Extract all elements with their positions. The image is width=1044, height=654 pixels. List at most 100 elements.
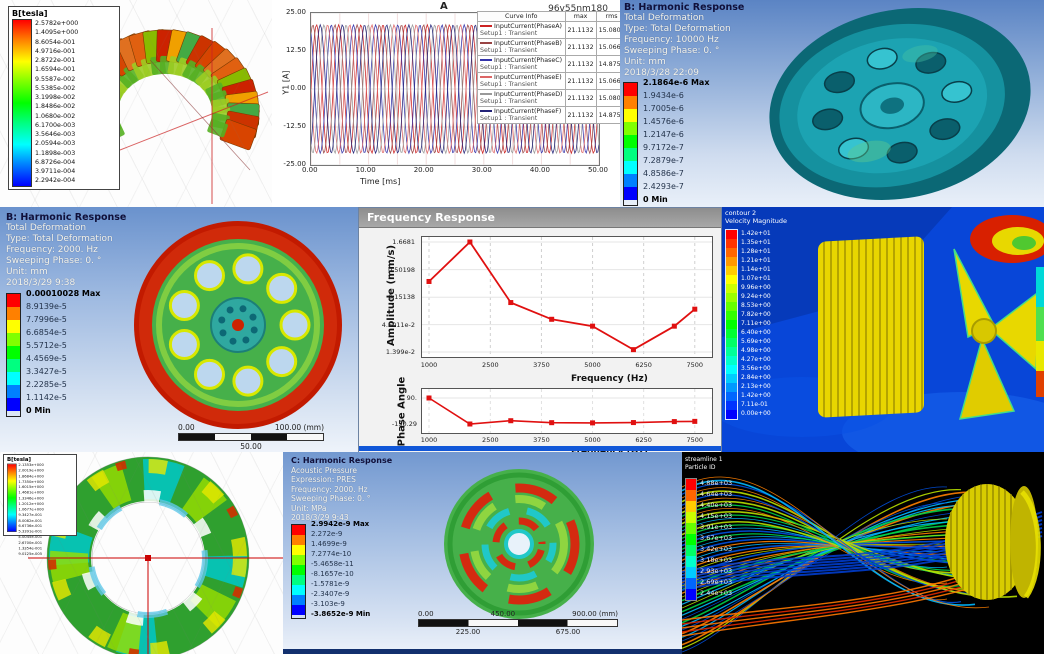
list-value: 3.56e+00 <box>741 365 771 372</box>
list-value: 1.3354e-001 <box>18 546 43 551</box>
list-value: 9.7172e-7 <box>643 143 684 152</box>
colorband <box>292 545 305 555</box>
list-value: 2.69e+03 <box>700 578 733 586</box>
flux-legend: B[tesla] 2.5782e+000 1.4095e+000 8.6054e-0… <box>8 6 120 190</box>
list-value: Expression: PRES <box>291 475 356 484</box>
colorband <box>292 535 305 545</box>
list-value: Total Deformation <box>624 13 705 23</box>
streamline-variable: Particle ID <box>685 463 716 471</box>
curve-max: 21.1132 <box>564 38 597 56</box>
list-value: Type: Total Deformation <box>624 24 731 34</box>
curve-info-row: InputCurrent(PhaseB) Setup1 : Transient 2… <box>477 38 620 56</box>
list-value: 2.8722e-001 <box>35 57 76 64</box>
list-value: Unit: mm <box>624 57 666 67</box>
plot-title: A <box>440 1 448 12</box>
amp-y-tick: 1.399e-2 <box>385 348 415 356</box>
curve-info-row: InputCurrent(PhaseD) Setup1 : Transient 2… <box>477 89 620 107</box>
list-value: 4.98e+00 <box>741 347 771 354</box>
list-value: 3.5646e-003 <box>35 131 76 138</box>
list-value: 5.69e+00 <box>741 338 771 345</box>
curve-swatch <box>480 76 492 78</box>
deformation-legend-values: 2.1864e-6 Max 1.9434e-6 1.7005e-6 1.4576e-6… <box>643 76 710 206</box>
list-value: 1.28e+01 <box>741 248 771 255</box>
list-value: 1.0677e+000 <box>18 507 44 512</box>
list-value: 1.6594e-001 <box>35 66 76 74</box>
panel-harmonic-response-2000hz: B: Harmonic Response Total Deformation Ty… <box>0 207 358 452</box>
window-body: Amplitude (mm/s) 1.6681 0.50198 0.15138 4.6… <box>359 228 721 452</box>
list-value: -3.8652e-9 Min <box>311 610 371 618</box>
contour-name: contour 2 <box>725 209 757 217</box>
x-axis-label: Time [ms] <box>360 177 401 186</box>
phase-x-tick: 7500 <box>686 436 704 444</box>
streamlines-render <box>682 476 1043 653</box>
curve-swatch <box>480 110 492 112</box>
list-value: 7.11e-01 <box>741 401 768 408</box>
list-value: 1.9434e-6 <box>643 91 684 100</box>
colorband <box>726 320 737 329</box>
curve-rms: 14.8750 <box>595 106 620 124</box>
colorband <box>686 512 696 523</box>
flux-legend-title: B[tesla] <box>12 9 48 18</box>
list-value: 4.15e+03 <box>700 512 733 520</box>
curve-name: InputCurrent(PhaseB) Setup1 : Transient <box>477 38 566 56</box>
curve-info-row: InputCurrent(PhaseC) Setup1 : Transient 2… <box>477 55 620 73</box>
curve-name: InputCurrent(PhaseA) Setup1 : Transient <box>477 21 566 39</box>
list-value: 5.5712e-5 <box>26 341 67 350</box>
list-value: 9.24e+00 <box>741 293 771 300</box>
list-value: 50.00 <box>587 166 608 174</box>
colorband <box>726 293 737 302</box>
list-value: Sweeping Phase: 0. ° <box>6 256 102 266</box>
result-info-text: B: Harmonic Response Total Deformation Ty… <box>624 2 744 79</box>
colorband <box>292 555 305 565</box>
ruler-0: 0.00 <box>418 610 434 618</box>
amplitude-plot <box>421 236 713 358</box>
list-value: 2018/3/29 9:43 <box>291 513 349 522</box>
amp-y-tick: 0.50198 <box>388 265 415 274</box>
colorband <box>726 383 737 392</box>
list-value: 4.0045e-001 <box>18 535 43 540</box>
list-value: 2.93e+03 <box>700 567 733 575</box>
colorband <box>292 575 305 585</box>
list-value: 6.8726e-004 <box>35 158 76 166</box>
list-value: 1.42e+01 <box>741 230 771 237</box>
list-value: -3.103e-9 <box>311 600 345 608</box>
rotor-ring-render <box>28 456 283 654</box>
list-value: 4.88e+03 <box>700 479 733 487</box>
ruler-bar <box>418 619 618 627</box>
colorband <box>624 161 637 174</box>
list-value: 1.2012e+000 <box>18 501 44 507</box>
list-value: 1.35e+01 <box>741 239 771 246</box>
colorband <box>726 329 737 338</box>
velocity-legend: 1.42e+01 1.35e+01 1.28e+01 1.21e+01 1.14e+01… <box>725 229 771 420</box>
colorband <box>686 523 696 534</box>
list-value: 7.82e+00 <box>741 311 771 318</box>
pressure-colorbar <box>291 524 306 619</box>
ruler-900: 900.00 (mm) <box>572 610 618 618</box>
list-value: 40.00 <box>529 166 550 174</box>
ruler-min: 0.00 <box>178 423 195 432</box>
colorband <box>726 266 737 275</box>
streamline-name: streamline 1 <box>685 456 723 463</box>
acoustic-disc-render <box>444 469 594 619</box>
list-value: 1.42e+00 <box>741 392 771 399</box>
list-value: 2.6700e-001 <box>18 540 43 545</box>
flux-colorbar <box>7 463 17 532</box>
colorband <box>624 174 637 187</box>
curve-max: 21.1132 <box>564 89 597 107</box>
list-value: 1.1142e-5 <box>26 393 67 402</box>
phase-axis-label: Phase Angle <box>396 376 408 447</box>
colorband <box>624 122 637 135</box>
flux-legend: B[tesla] 2.1353e+000 2.0019e+000 1.8684e+0… <box>3 454 77 556</box>
colorband <box>726 374 737 383</box>
list-value: 5.3391e-001 <box>18 529 43 534</box>
curve-info-table: Curve Info max rms InputCurrent(PhaseA) S… <box>477 11 620 124</box>
list-value: 1.7005e-6 <box>643 104 684 113</box>
colorband <box>726 311 737 320</box>
streamline-legend-title: streamline 1 Particle ID <box>685 456 723 471</box>
curve-info-row: InputCurrent(PhaseF) Setup1 : Transient 2… <box>477 106 620 124</box>
colorband <box>624 187 637 200</box>
list-value: 4.64e+03 <box>700 490 733 498</box>
curve-max: 21.1132 <box>564 72 597 90</box>
list-value: 9.5587e-002 <box>35 75 76 83</box>
